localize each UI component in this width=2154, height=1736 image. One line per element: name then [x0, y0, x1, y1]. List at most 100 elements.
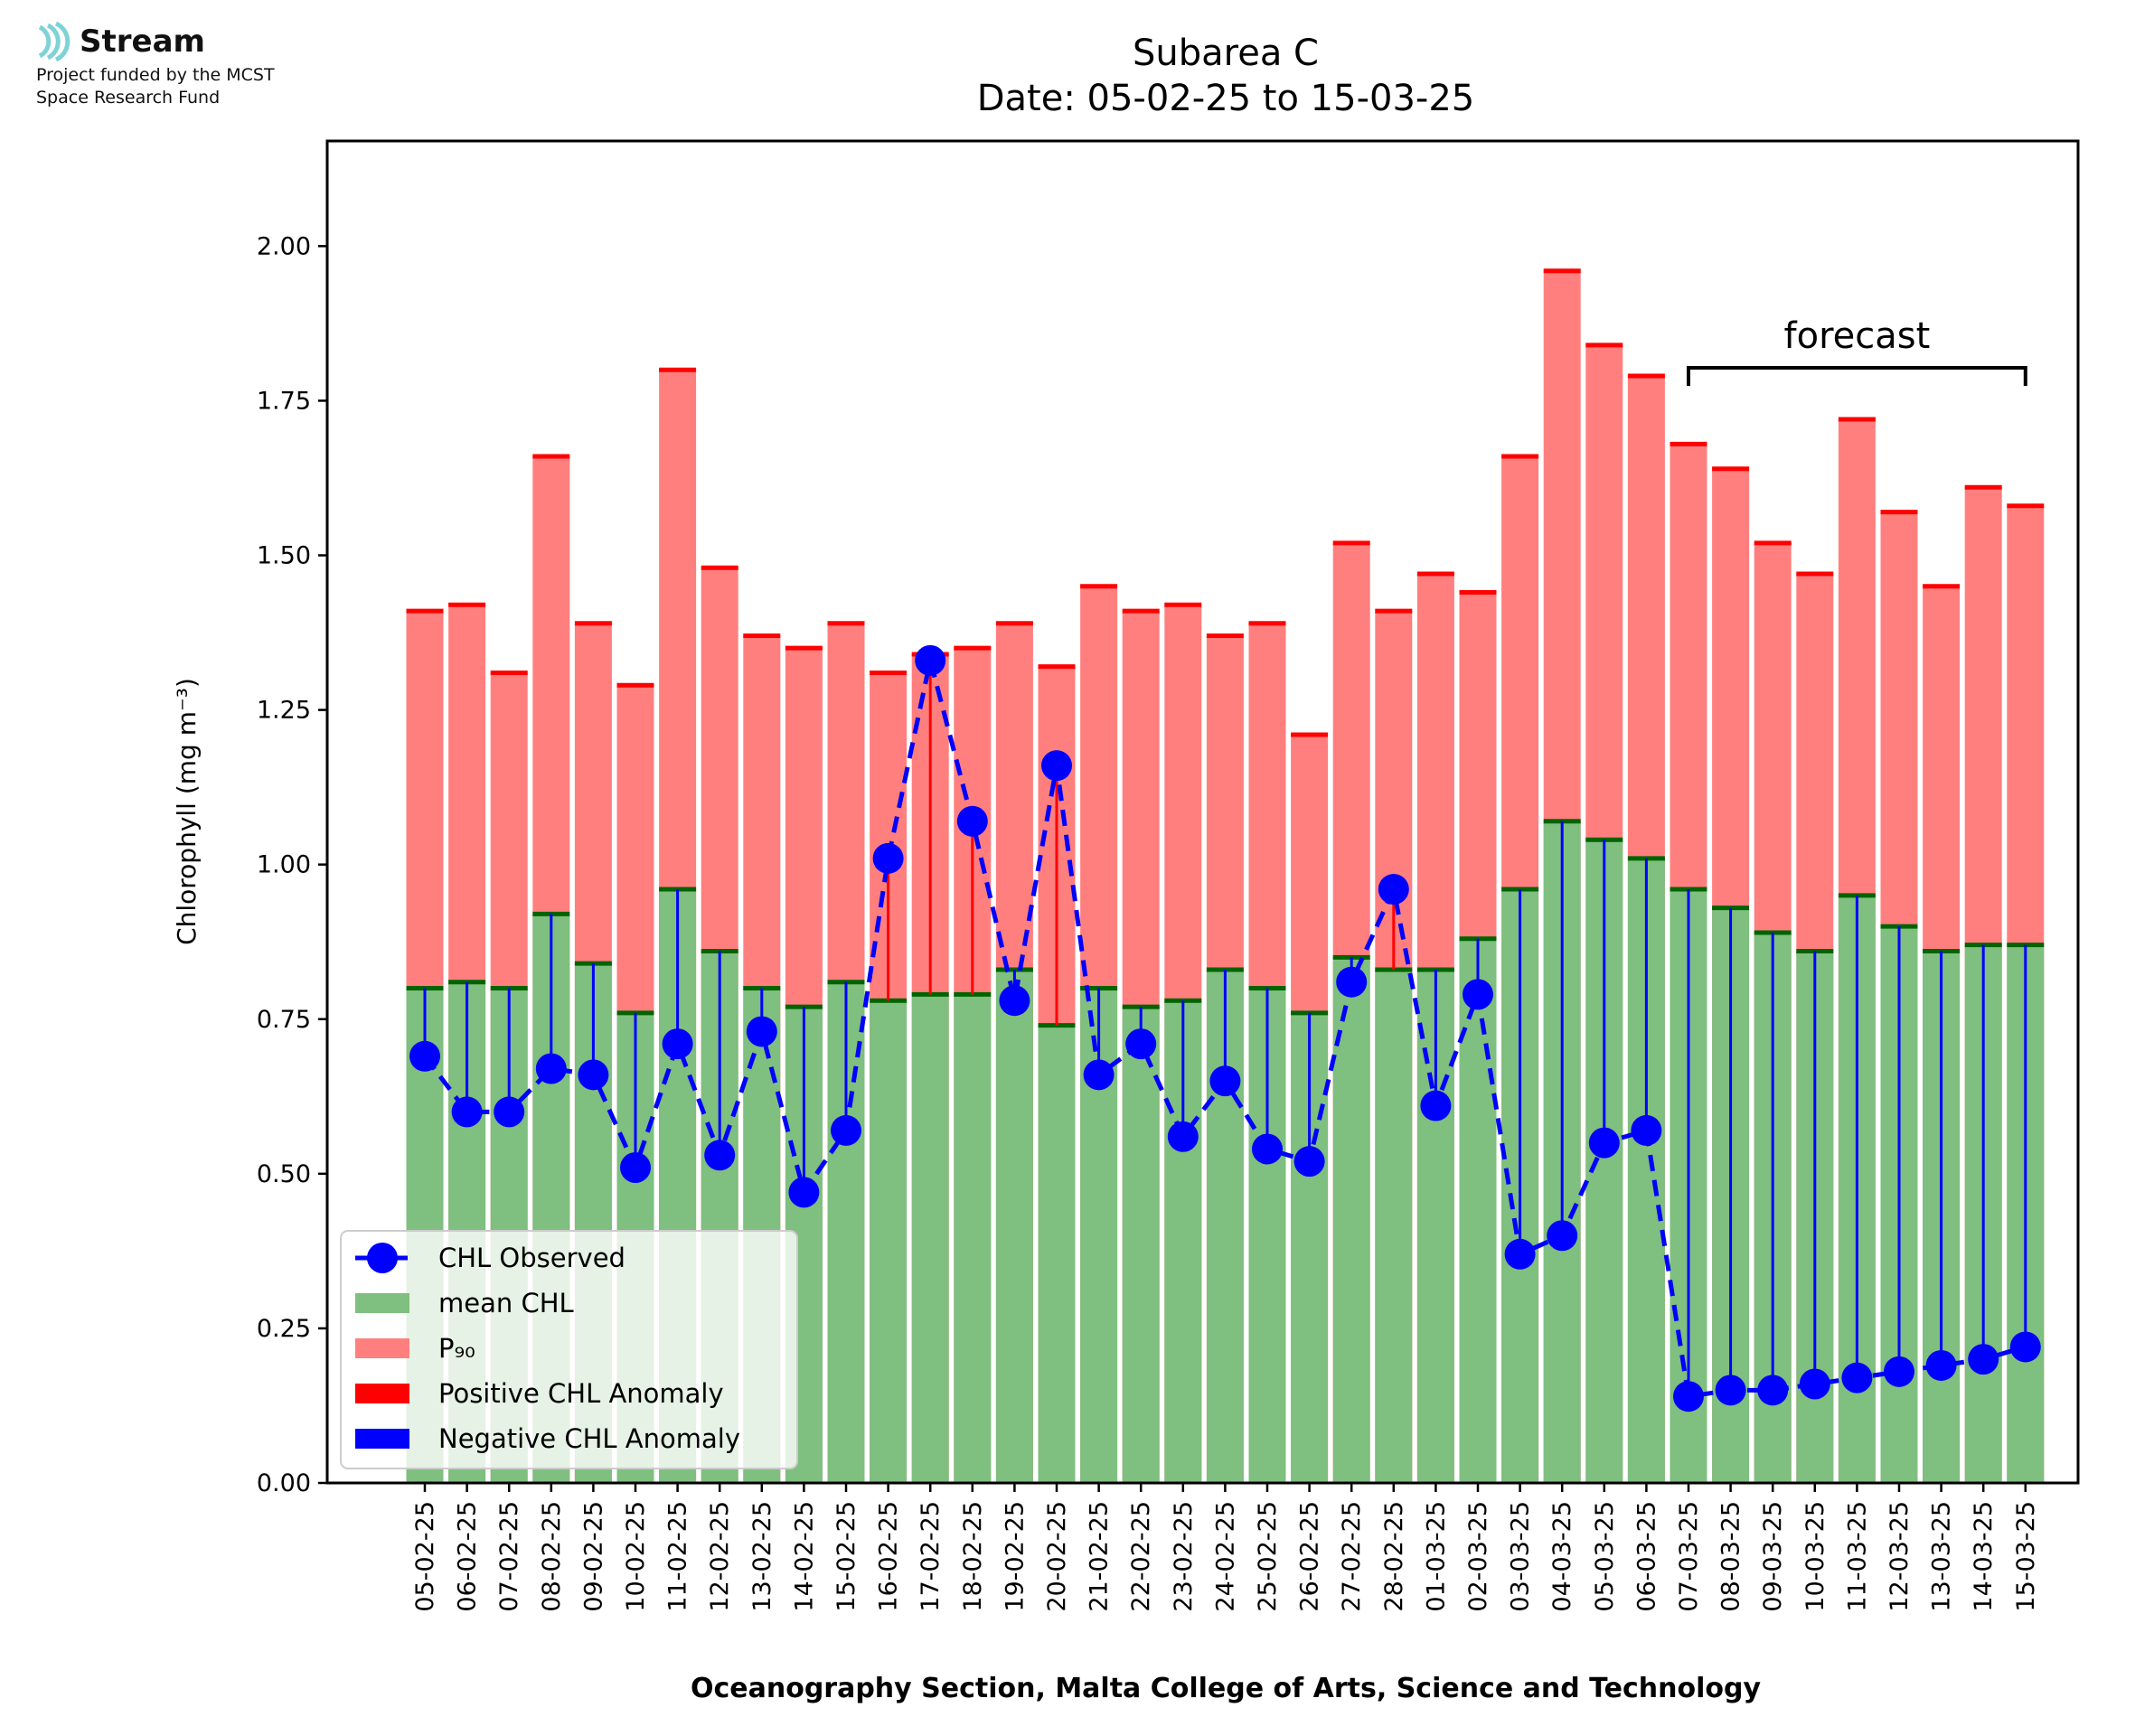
- x-tick-label: 10-03-25: [1801, 1501, 1829, 1612]
- logo: Stream Project funded by the MCST Space …: [34, 20, 378, 119]
- x-tick-label: 26-02-25: [1296, 1501, 1324, 1612]
- chart-subtitle: Date: 05-02-25 to 15-03-25: [977, 78, 1475, 119]
- plot-frame: [325, 139, 2080, 1485]
- chl-observed-point: [1041, 750, 1072, 782]
- legend: CHL Observed mean CHL P₉₀ Positive CHL Anom…: [340, 1230, 798, 1469]
- chl-observed-point: [1167, 1121, 1199, 1152]
- x-tick-label: 15-02-25: [832, 1501, 861, 1612]
- chl-observed-point: [1841, 1362, 1873, 1393]
- chl-observed-point: [1968, 1344, 1999, 1375]
- x-tick-label: 05-03-25: [1591, 1501, 1619, 1612]
- y-tick-label: 0.00: [257, 1469, 311, 1497]
- logo-funding-line1: Project funded by the MCST: [36, 65, 275, 85]
- legend-patch-swatch: [355, 1384, 409, 1403]
- x-tick-label: 01-03-25: [1422, 1501, 1450, 1612]
- mean-chl-bar: [911, 994, 949, 1483]
- forecast-bracket-line: [1687, 366, 2027, 386]
- chl-observed-point: [451, 1096, 483, 1128]
- chl-observed-point: [662, 1028, 693, 1060]
- chl-observed-point: [1083, 1059, 1115, 1091]
- x-axis-ticks: 05-02-25 06-02-25 07-02-25 08-02-25 09-02-25…: [411, 1483, 2040, 1612]
- chl-observed-point: [1757, 1375, 1789, 1406]
- y-tick-label: 0.50: [257, 1160, 311, 1188]
- y-axis-ticks: 0.00 0.25 0.50 0.75 1.00 1.25 1.50 1.75 2.00: [257, 232, 327, 1497]
- x-tick-label: 09-03-25: [1759, 1501, 1787, 1612]
- y-axis-label: Chlorophyll (mg m⁻³): [172, 678, 202, 945]
- chl-observed-point: [409, 1040, 440, 1072]
- chl-observed-point: [1631, 1114, 1662, 1146]
- x-tick-label: 02-03-25: [1464, 1501, 1492, 1612]
- mean-chl-bar: [1459, 938, 1497, 1483]
- stream-waves-icon: [38, 21, 71, 62]
- chl-observed-point: [620, 1151, 651, 1183]
- mean-chl-bar: [870, 1000, 908, 1483]
- x-tick-label: 12-03-25: [1886, 1501, 1914, 1612]
- x-tick-label: 11-02-25: [664, 1501, 692, 1612]
- x-tick-label: 08-02-25: [538, 1501, 566, 1612]
- chl-observed-point: [1673, 1381, 1704, 1412]
- mean-chl-bar: [1038, 1025, 1076, 1483]
- x-tick-label: 19-02-25: [1001, 1501, 1029, 1612]
- chl-observed-point: [494, 1096, 525, 1128]
- chl-observed-point: [999, 985, 1030, 1017]
- y-tick-label: 0.25: [257, 1315, 311, 1343]
- chl-observed-point: [1336, 966, 1368, 998]
- chl-observed-point: [704, 1140, 736, 1171]
- x-tick-label: 14-02-25: [790, 1501, 818, 1612]
- x-tick-label: 23-02-25: [1170, 1501, 1198, 1612]
- x-tick-label: 05-02-25: [411, 1501, 439, 1612]
- chl-observed-point: [2009, 1331, 2041, 1363]
- chl-observed-point: [746, 1016, 777, 1047]
- x-tick-label: 17-02-25: [917, 1501, 945, 1612]
- x-tick-label: 14-03-25: [1970, 1501, 1998, 1612]
- x-tick-label: 28-02-25: [1380, 1501, 1408, 1612]
- legend-patch-swatch: [355, 1293, 409, 1313]
- mean-chl-bar: [1332, 957, 1370, 1483]
- x-tick-label: 11-03-25: [1843, 1501, 1871, 1612]
- chl-observed-point: [1547, 1220, 1578, 1252]
- chl-observed-point: [1420, 1090, 1452, 1121]
- x-tick-label: 10-02-25: [622, 1501, 650, 1612]
- x-tick-label: 06-03-25: [1632, 1501, 1660, 1612]
- legend-label: Positive CHL Anomaly: [438, 1378, 724, 1409]
- axes-layer: [325, 139, 2080, 1485]
- chart-title: Subarea C: [1133, 33, 1319, 74]
- x-tick-label: 13-03-25: [1928, 1501, 1956, 1612]
- y-tick-label: 1.00: [257, 851, 311, 879]
- x-tick-label: 15-03-25: [2012, 1501, 2040, 1612]
- mean-chl-bar: [1122, 1007, 1160, 1483]
- chl-observed-point: [788, 1177, 820, 1208]
- forecast-bracket: forecast: [1687, 315, 2027, 386]
- chl-observed-point: [1378, 874, 1409, 906]
- x-tick-label: 03-03-25: [1507, 1501, 1535, 1612]
- chl-observed-point: [578, 1059, 609, 1091]
- chl-observed-point: [1463, 979, 1493, 1010]
- mean-chl-bar: [995, 970, 1033, 1483]
- x-tick-label: 16-02-25: [875, 1501, 903, 1612]
- legend-marker-swatch: [367, 1243, 398, 1273]
- chl-observed-point: [872, 842, 904, 874]
- x-tick-label: 12-02-25: [706, 1501, 734, 1612]
- legend-patch-swatch: [355, 1338, 409, 1358]
- chl-observed-point: [1925, 1349, 1957, 1381]
- chl-observed-point: [1293, 1146, 1325, 1178]
- x-tick-label: 20-02-25: [1043, 1501, 1071, 1612]
- mean-chl-bar: [954, 994, 992, 1483]
- x-tick-label: 25-02-25: [1254, 1501, 1282, 1612]
- x-tick-label: 18-02-25: [959, 1501, 987, 1612]
- x-tick-label: 08-03-25: [1717, 1501, 1745, 1612]
- x-tick-label: 21-02-25: [1086, 1501, 1114, 1612]
- legend-box: [340, 1230, 798, 1469]
- forecast-label: forecast: [1784, 315, 1931, 357]
- x-tick-label: 09-02-25: [579, 1501, 607, 1612]
- logo-funding-line2: Space Research Fund: [36, 88, 221, 108]
- y-tick-label: 0.75: [257, 1006, 311, 1034]
- chl-observed-point: [1884, 1356, 1914, 1387]
- chl-observed-point: [956, 805, 988, 837]
- x-tick-label: 07-02-25: [495, 1501, 523, 1612]
- chl-observed-point: [915, 644, 946, 676]
- x-axis-label: Oceanography Section, Malta College of A…: [691, 1673, 1762, 1704]
- legend-label: CHL Observed: [438, 1243, 626, 1273]
- y-tick-label: 1.75: [257, 387, 311, 415]
